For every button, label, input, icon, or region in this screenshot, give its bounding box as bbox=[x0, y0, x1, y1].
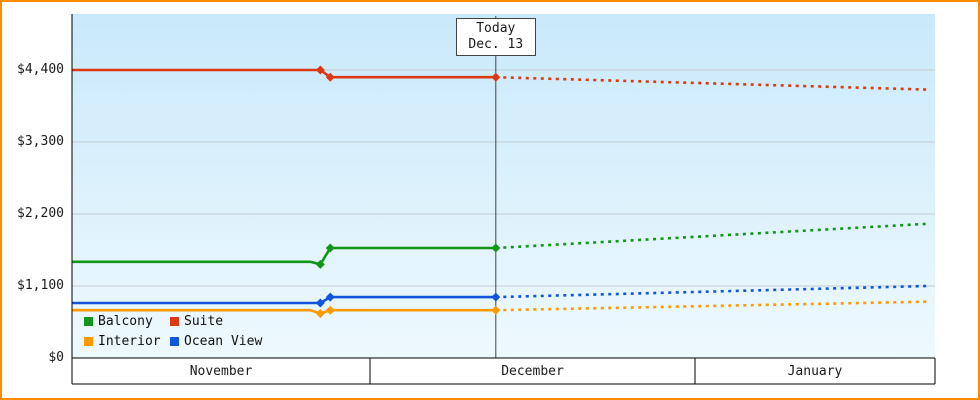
month-label-january: January bbox=[787, 364, 843, 379]
marker-suite bbox=[325, 72, 335, 82]
legend-swatch-ocean-view bbox=[170, 336, 179, 346]
legend-swatch-suite bbox=[170, 316, 179, 326]
today-annotation-date: Dec. 13 bbox=[468, 37, 524, 52]
series-balcony-forecast bbox=[495, 222, 928, 250]
series-suite-history bbox=[72, 68, 496, 79]
legend-swatch-balcony bbox=[84, 316, 93, 326]
marker-balcony bbox=[325, 243, 335, 253]
legend-row: Balcony Suite bbox=[84, 311, 262, 331]
marker-ocean-view bbox=[325, 292, 335, 302]
legend-item-suite: Suite bbox=[170, 314, 223, 329]
legend-item-balcony: Balcony bbox=[84, 314, 170, 329]
legend-swatch-interior bbox=[84, 336, 93, 346]
y-tick-label-0: $0 bbox=[48, 350, 64, 365]
legend-label: Ocean View bbox=[184, 333, 263, 349]
month-label-december: December bbox=[501, 364, 564, 379]
marker-balcony bbox=[315, 259, 325, 269]
marker-suite bbox=[491, 72, 501, 82]
plot-background bbox=[72, 14, 935, 358]
legend-label: Suite bbox=[184, 313, 224, 329]
marker-ocean-view bbox=[315, 298, 325, 308]
marker-interior bbox=[491, 305, 501, 315]
y-tick-label-1100: $1,100 bbox=[17, 278, 64, 293]
y-tick-label-2200: $2,200 bbox=[17, 206, 64, 221]
today-annotation: Today Dec. 13 bbox=[455, 18, 536, 56]
series-ocean-view-history bbox=[72, 295, 496, 305]
legend-label: Balcony bbox=[98, 313, 153, 329]
marker-suite bbox=[315, 65, 325, 75]
marker-interior bbox=[315, 308, 325, 318]
y-tick-label-3300: $3,300 bbox=[17, 134, 64, 149]
today-annotation-title: Today bbox=[476, 21, 516, 36]
legend-item-interior: Interior bbox=[84, 334, 170, 349]
marker-interior bbox=[325, 305, 335, 315]
marker-ocean-view bbox=[491, 292, 501, 302]
legend: Balcony Suite Interior Ocean View bbox=[84, 311, 262, 351]
legend-row: Interior Ocean View bbox=[84, 331, 262, 351]
legend-label: Interior bbox=[98, 333, 161, 349]
month-label-november: November bbox=[189, 364, 253, 379]
marker-balcony bbox=[491, 243, 501, 253]
legend-item-ocean-view: Ocean View bbox=[170, 334, 262, 349]
y-tick-label-4400: $4,400 bbox=[17, 62, 64, 77]
